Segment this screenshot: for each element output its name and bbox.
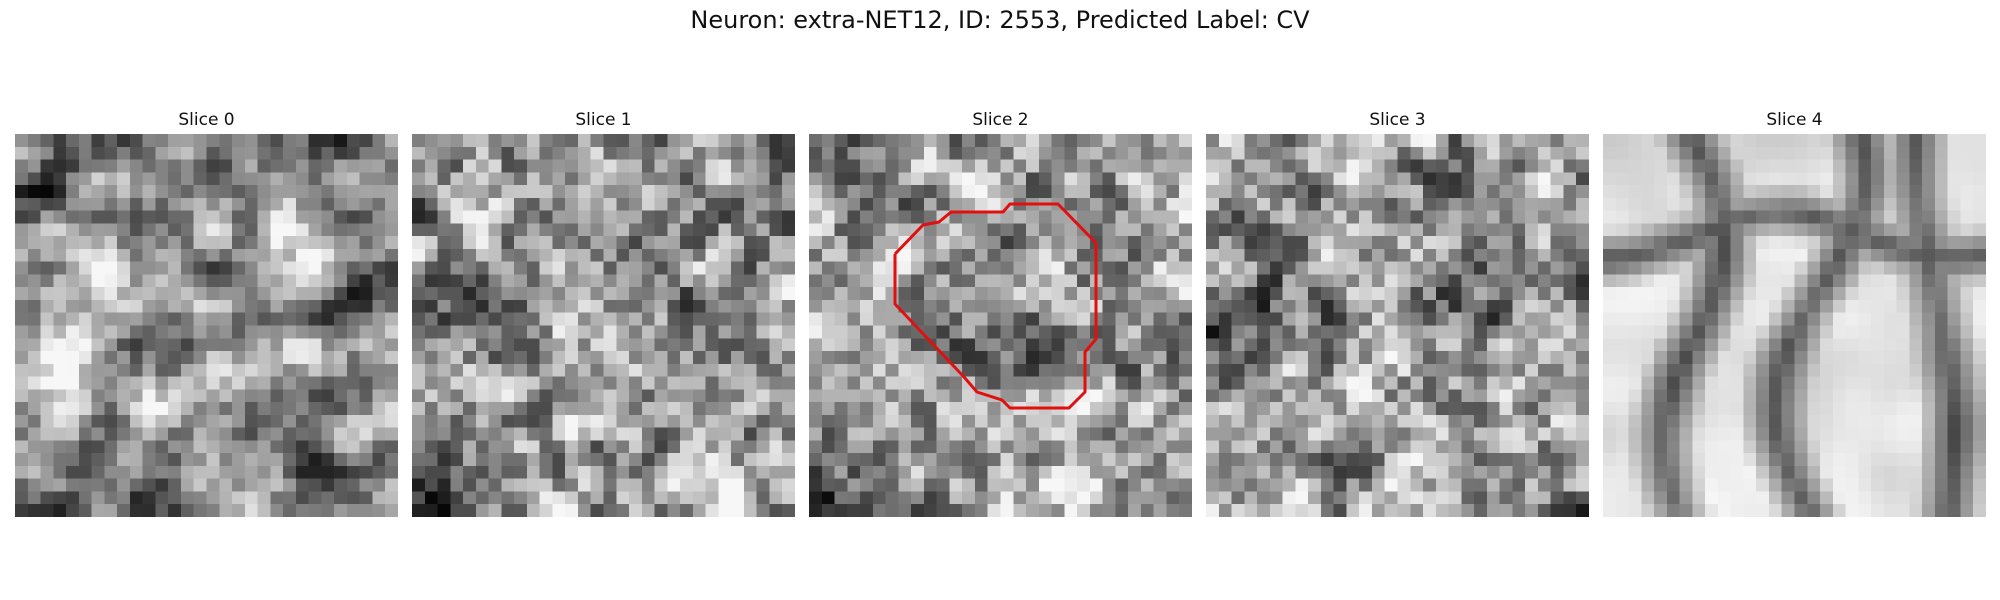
- slice-title: Slice 0: [178, 110, 235, 130]
- slice-title: Slice 2: [972, 110, 1029, 130]
- figure-title: Neuron: extra-NET12, ID: 2553, Predicted…: [690, 6, 1310, 34]
- slice-panel-2: Slice 2: [809, 108, 1192, 517]
- slice-panel-3: Slice 3: [1206, 108, 1589, 517]
- slice-image: [412, 134, 795, 517]
- slice-panel-0: Slice 0: [15, 108, 398, 517]
- slice-image: [15, 134, 398, 517]
- slice-title: Slice 4: [1766, 110, 1823, 130]
- slice-image: [1603, 134, 1986, 517]
- slice-panel-1: Slice 1: [412, 108, 795, 517]
- slice-title: Slice 3: [1369, 110, 1426, 130]
- slice-image: [809, 134, 1192, 517]
- slice-title: Slice 1: [575, 110, 632, 130]
- slice-image: [1206, 134, 1589, 517]
- slice-panel-4: Slice 4: [1603, 108, 1986, 517]
